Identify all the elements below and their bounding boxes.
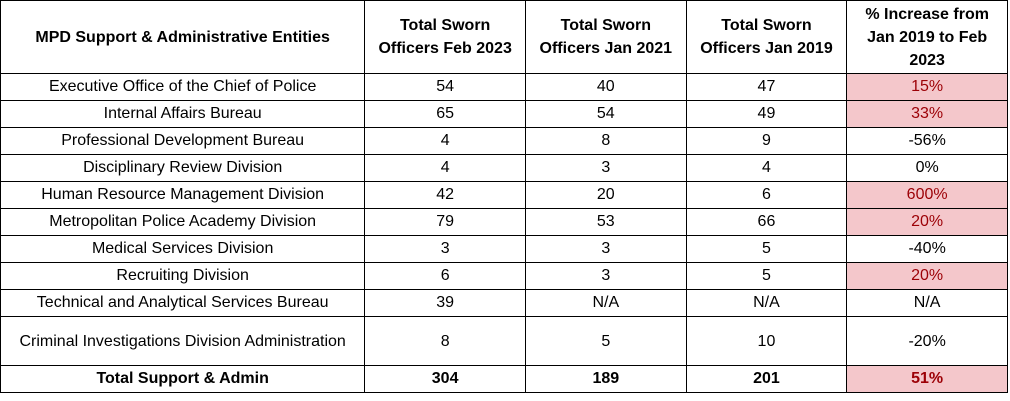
entity-cell: Recruiting Division (0, 262, 366, 290)
jan-2019-cell: N/A (685, 289, 848, 317)
jan-2019-cell: 66 (685, 208, 848, 236)
entity-cell: Medical Services Division (0, 235, 366, 263)
feb-2023-cell: 4 (364, 154, 526, 182)
jan-2019-cell: 5 (685, 235, 848, 263)
pct-cell: N/A (846, 289, 1008, 317)
jan-2019-cell: 47 (685, 73, 848, 101)
total-pct-cell: 51% (846, 365, 1008, 393)
jan-2021-cell: 8 (524, 127, 687, 155)
jan-2021-cell: 40 (524, 73, 687, 101)
table-row: Disciplinary Review Division 4 3 4 0% (0, 154, 1008, 182)
pct-cell: -20% (846, 316, 1008, 366)
entity-cell: Disciplinary Review Division (0, 154, 366, 182)
feb-2023-cell: 39 (364, 289, 526, 317)
entity-cell: Professional Development Bureau (0, 127, 366, 155)
jan-2021-cell: 3 (524, 262, 687, 290)
table-row: Recruiting Division 6 3 5 20% (0, 262, 1008, 290)
pct-cell: -40% (846, 235, 1008, 263)
feb-2023-cell: 8 (364, 316, 526, 366)
table-row: Medical Services Division 3 3 5 -40% (0, 235, 1008, 263)
feb-2023-cell: 4 (364, 127, 526, 155)
jan-2019-cell: 4 (685, 154, 848, 182)
pct-cell: 20% (846, 262, 1008, 290)
jan-2021-cell: 54 (524, 100, 687, 128)
jan-2019-cell: 10 (685, 316, 848, 366)
pct-cell: 15% (846, 73, 1008, 101)
feb-2023-cell: 54 (364, 73, 526, 101)
header-pct-increase: % Increase from Jan 2019 to Feb 2023 (846, 0, 1008, 74)
header-jan-2021: Total Sworn Officers Jan 2021 (524, 0, 687, 74)
total-feb-2023-cell: 304 (364, 365, 526, 393)
jan-2019-cell: 6 (685, 181, 848, 209)
jan-2019-cell: 49 (685, 100, 848, 128)
table-row: Criminal Investigations Division Adminis… (0, 316, 1008, 366)
entity-cell: Human Resource Management Division (0, 181, 366, 209)
pct-cell: 33% (846, 100, 1008, 128)
jan-2021-cell: 3 (524, 154, 687, 182)
entity-cell: Metropolitan Police Academy Division (0, 208, 366, 236)
table-row: Professional Development Bureau 4 8 9 -5… (0, 127, 1008, 155)
feb-2023-cell: 42 (364, 181, 526, 209)
table-row: Human Resource Management Division 42 20… (0, 181, 1008, 209)
jan-2021-cell: N/A (524, 289, 687, 317)
feb-2023-cell: 3 (364, 235, 526, 263)
jan-2021-cell: 3 (524, 235, 687, 263)
jan-2019-cell: 5 (685, 262, 848, 290)
total-entity-cell: Total Support & Admin (0, 365, 366, 393)
table-row: Internal Affairs Bureau 65 54 49 33% (0, 100, 1008, 128)
pct-cell: 20% (846, 208, 1008, 236)
entity-cell: Executive Office of the Chief of Police (0, 73, 366, 101)
header-entity: MPD Support & Administrative Entities (0, 0, 366, 74)
feb-2023-cell: 79 (364, 208, 526, 236)
pct-cell: -56% (846, 127, 1008, 155)
entity-cell: Criminal Investigations Division Adminis… (0, 316, 366, 366)
total-jan-2021-cell: 189 (524, 365, 687, 393)
header-jan-2019: Total Sworn Officers Jan 2019 (685, 0, 848, 74)
entity-cell: Internal Affairs Bureau (0, 100, 366, 128)
jan-2021-cell: 5 (524, 316, 687, 366)
total-jan-2019-cell: 201 (685, 365, 848, 393)
header-row: MPD Support & Administrative Entities To… (0, 0, 1008, 74)
jan-2019-cell: 9 (685, 127, 848, 155)
table-row: Metropolitan Police Academy Division 79 … (0, 208, 1008, 236)
table-row: Technical and Analytical Services Bureau… (0, 289, 1008, 317)
feb-2023-cell: 65 (364, 100, 526, 128)
entity-cell: Technical and Analytical Services Bureau (0, 289, 366, 317)
pct-cell: 0% (846, 154, 1008, 182)
jan-2021-cell: 53 (524, 208, 687, 236)
feb-2023-cell: 6 (364, 262, 526, 290)
total-row: Total Support & Admin 304 189 201 51% (0, 365, 1008, 393)
jan-2021-cell: 20 (524, 181, 687, 209)
table-row: Executive Office of the Chief of Police … (0, 73, 1008, 101)
officer-count-table: MPD Support & Administrative Entities To… (0, 0, 1008, 393)
pct-cell: 600% (846, 181, 1008, 209)
header-feb-2023: Total Sworn Officers Feb 2023 (364, 0, 526, 74)
